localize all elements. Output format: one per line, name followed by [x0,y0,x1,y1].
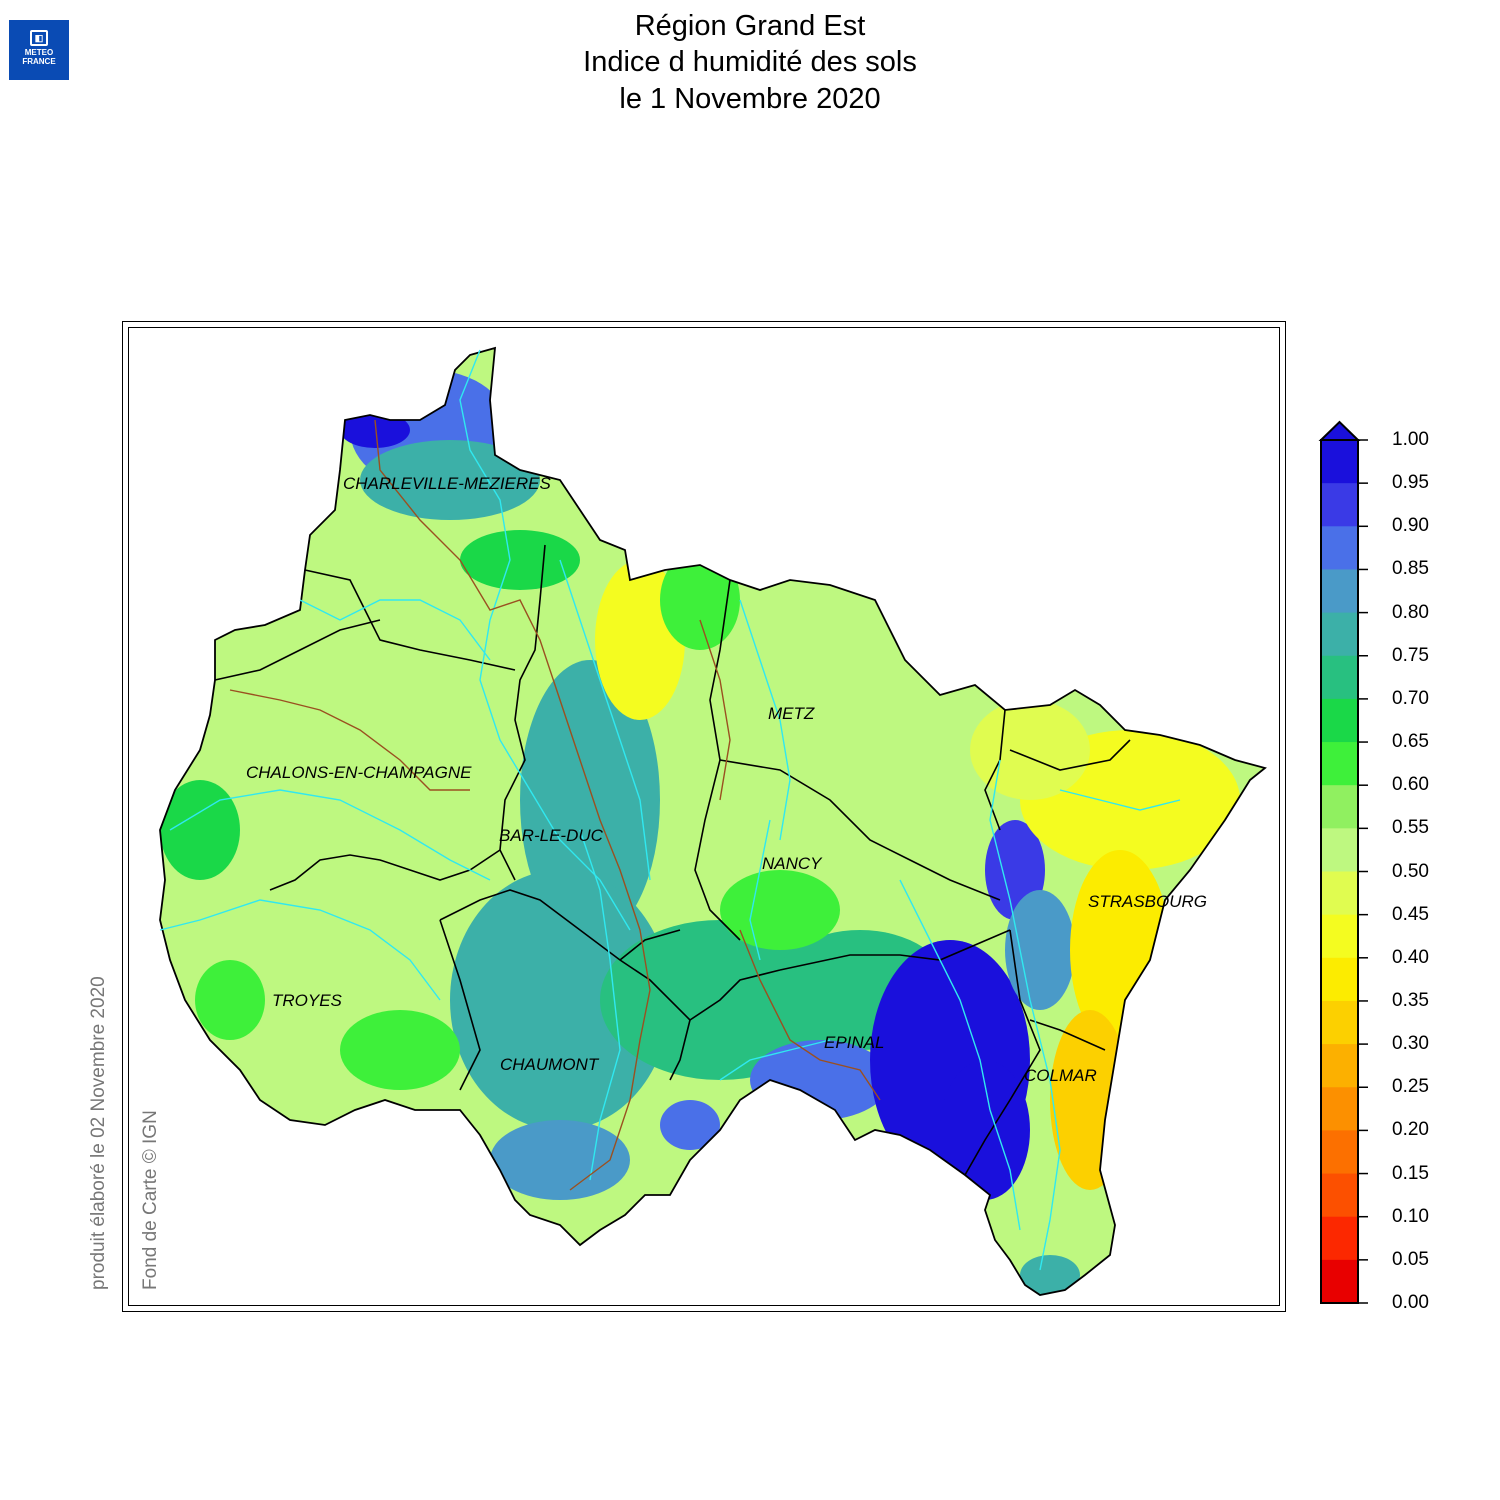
legend-tick-label: 0.10 [1392,1205,1429,1227]
legend-tick-label: 0.45 [1392,903,1429,925]
map-title: Région Grand Est [634,10,866,42]
legend-swatch-3 [1321,569,1358,614]
legend-tick-label: 0.70 [1392,687,1429,709]
legend-tick-label: 0.05 [1392,1248,1429,1270]
production-date-note: produit élaboré le 02 Novembre 2020 [88,976,109,1290]
map-frame-inner [128,327,1280,1306]
city-label-chaumont: CHAUMONT [500,1055,600,1074]
legend-swatch-14 [1321,1044,1358,1088]
rivers [159,349,1181,1271]
legend-tick-label: 0.60 [1392,774,1429,796]
legend-swatch-16 [1321,1130,1358,1175]
legend-tick-label: 0.00 [1392,1292,1429,1313]
legend-swatch-8 [1321,785,1358,829]
legend-swatch-13 [1321,1000,1358,1045]
city-label-bar-le-duc: BAR-LE-DUC [499,826,604,845]
logo-mark-icon: ◧ [30,30,48,46]
legend-tick-label: 0.20 [1392,1119,1429,1141]
legend-tick-label: 0.80 [1392,601,1429,623]
department-boundaries [159,346,1267,1296]
legend-swatch-12 [1321,957,1358,1002]
legend-tick-label: 0.30 [1392,1033,1429,1055]
legend-swatch-17 [1321,1173,1358,1218]
city-label-colmar: COLMAR [1024,1066,1097,1085]
city-label-troyes: TROYES [272,991,343,1010]
legend-tick-label: 0.55 [1392,817,1429,839]
legend-swatch-7 [1321,742,1358,786]
city-labels: CHARLEVILLE-MEZIERES METZ CHALONS-EN-CHAMP… [246,474,1207,1085]
city-label-charleville-mezieres: CHARLEVILLE-MEZIERES [343,474,551,493]
legend-swatch-6 [1321,698,1358,743]
legend-swatch-1 [1321,483,1358,527]
logo-text-2: FRANCE [22,57,56,66]
map-subtitle: Indice d humidité des sols [583,46,917,78]
legend-tick-label: 0.35 [1392,989,1429,1011]
legend-swatch-0 [1321,440,1358,484]
legend-swatch-2 [1321,526,1358,570]
map-date: le 1 Novembre 2020 [619,83,881,115]
legend-swatch-4 [1321,612,1358,657]
legend-tick-label: 0.95 [1392,472,1429,494]
city-label-epinal: EPINAL [824,1033,884,1052]
legend-swatch-11 [1321,914,1358,959]
legend-tick-label: 0.25 [1392,1076,1429,1098]
legend-swatch-5 [1321,655,1358,700]
legend-tick-label: 0.50 [1392,860,1429,882]
legend-tick-label: 0.90 [1392,515,1429,537]
legend-swatch-18 [1321,1216,1358,1261]
logo-text-1: METEO [24,48,54,57]
legend-swatch-19 [1321,1259,1358,1304]
legend-tick-label: 0.15 [1392,1162,1429,1184]
meteo-france-logo: ◧ METEO FRANCE [9,20,69,80]
legend-tick-label: 0.75 [1392,644,1429,666]
legend-tick-label: 0.85 [1392,558,1429,580]
city-label-chalons-en-champagne: CHALONS-EN-CHAMPAGNE [246,763,472,782]
canals [229,419,881,1191]
legend-colorbar [1318,420,1368,1304]
moisture-patches [160,370,1240,1295]
legend-overflow-arrow [1318,420,1361,441]
legend-tick-label: 0.65 [1392,731,1429,753]
city-label-nancy: NANCY [762,854,823,873]
city-label-metz: METZ [768,704,815,723]
legend-swatch-10 [1321,871,1358,916]
city-label-strasbourg: STRASBOURG [1088,892,1207,911]
legend-tick-label: 0.40 [1392,946,1429,968]
map-credit-note: Fond de Carte © IGN [140,1110,161,1290]
legend-swatch-15 [1321,1087,1358,1131]
map-frame-outer [122,321,1286,1312]
legend-swatch-9 [1321,828,1358,872]
legend-tick-label: 1.00 [1392,429,1429,450]
